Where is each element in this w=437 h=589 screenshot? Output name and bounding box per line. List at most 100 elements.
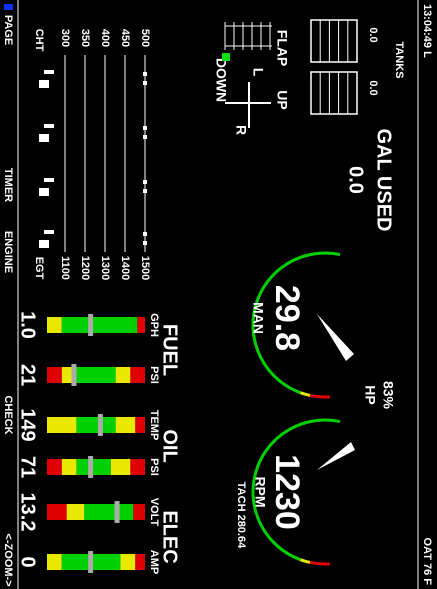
manifold-label: MAN [250,302,266,334]
gauge-band [116,417,136,433]
flap-up: UP [274,90,290,109]
gauge-label: PSI [148,366,160,384]
tank-right-value: 0.0 [367,80,379,95]
cylinder-egt-marker [143,241,147,245]
cylinder-cht-marker [39,134,49,142]
flap-right: R [233,125,249,135]
cht-label: CHT [33,29,45,52]
gauge-band [47,459,62,475]
gauge-pointer [88,456,93,478]
gauge-label: VOLT [148,498,160,527]
flap-down: DOWN [213,58,229,102]
tach-hours: TACH 280.64 [235,482,247,549]
page-indicator [4,4,13,10]
gauge-band [76,417,115,433]
page: {"status_bar": {"time": "13:04:49 L", "o… [0,0,437,589]
rpm-label: RPM [252,476,268,507]
fuel-used-value: 0.0 [345,166,367,194]
dial-arc [310,562,330,564]
power-value: 83% [380,381,396,410]
softkey[interactable]: PAGE [2,15,14,45]
oat: OAT 76 F [421,538,433,586]
gauge-band [121,554,136,570]
cylinder-egt-marker [143,180,147,184]
gauge-band [76,367,115,383]
gauge-pointer [88,314,93,336]
tanks-title: TANKS [393,41,405,78]
egt-scale-label: 1400 [119,256,131,280]
gauge-label: PSI [148,458,160,476]
cylinder-cht-marker [44,178,54,182]
flap-title: FLAP [274,30,290,67]
gauge-band [137,317,145,333]
gauge-band [135,417,145,433]
gauge-value: 21 [17,364,39,386]
egt-label: EGT [33,257,45,280]
gauge-band [76,459,110,475]
gauge-band [47,554,62,570]
cylinder-cht-marker [44,70,54,74]
gauge-band [62,459,77,475]
egt-scale-label: 1100 [59,256,71,280]
cylinder-cht-marker [39,80,49,88]
gauge-pointer [98,414,103,436]
cht-scale-label: 300 [59,29,71,47]
gauge-value: 1.0 [17,311,39,339]
clock: 13:04:49 L [421,4,433,58]
gauge-value: 13.2 [17,493,39,532]
cht-scale-label: 400 [99,29,111,47]
gauge-group-title: FUEL [159,324,181,376]
tank-left-value: 0.0 [367,27,379,42]
egt-scale-label: 1200 [79,256,91,280]
gauge-band [116,367,131,383]
cylinder-egt-marker [143,232,147,236]
gauge-band [135,554,145,570]
power-label: HP [362,385,378,404]
gauge-band [62,317,137,333]
cylinder-cht-marker [39,188,49,196]
cht-scale-label: 450 [119,29,131,47]
manifold-value: 29.8 [268,285,306,351]
gauge-pointer [88,551,93,573]
gauge-band [67,504,85,520]
gauge-band [47,504,67,520]
gauge-band [133,504,145,520]
softkey[interactable]: CHECK [2,395,14,434]
gauge-value: 149 [17,408,39,441]
cht-scale-label: 500 [139,29,151,47]
softkey[interactable]: ENGINE [2,231,14,273]
cylinder-egt-marker [143,81,147,85]
gauge-pointer [115,501,120,523]
fuel-used-title: GAL USED [373,129,395,232]
gauge-band [47,317,62,333]
flap-indicator [222,53,230,61]
egt-scale-label: 1500 [139,256,151,280]
egt-scale-label: 1300 [99,256,111,280]
cylinder-egt-marker [143,72,147,76]
softkey[interactable]: <-ZOOM-> [2,533,14,586]
cylinder-cht-marker [44,124,54,128]
gauge-band [84,504,133,520]
cylinder-egt-marker [143,189,147,193]
gauge-label: TEMP [148,410,160,441]
dial-arc [310,395,330,397]
gauge-band [130,367,145,383]
gauge-band [111,459,131,475]
cylinder-egt-marker [143,135,147,139]
gauge-value: 71 [17,456,39,478]
gauge-pointer [71,364,76,386]
screen: 13:04:49 L OAT 76 F TANKS 0.0 0.0 GAL US… [0,0,437,589]
gauge-band [130,459,145,475]
gauge-label: AMP [148,550,160,574]
gauge-group-title: ELEC [159,510,181,563]
flap-left: L [250,68,266,77]
gauge-group-title: OIL [159,429,181,462]
softkey[interactable]: TIMER [2,168,14,202]
gauge-band [47,367,62,383]
cht-scale-label: 350 [79,29,91,47]
cylinder-cht-marker [44,230,54,234]
gauge-value: 0 [17,556,39,567]
gauge-label: GPH [148,313,160,337]
gauge-band [47,417,76,433]
cylinder-egt-marker [143,126,147,130]
